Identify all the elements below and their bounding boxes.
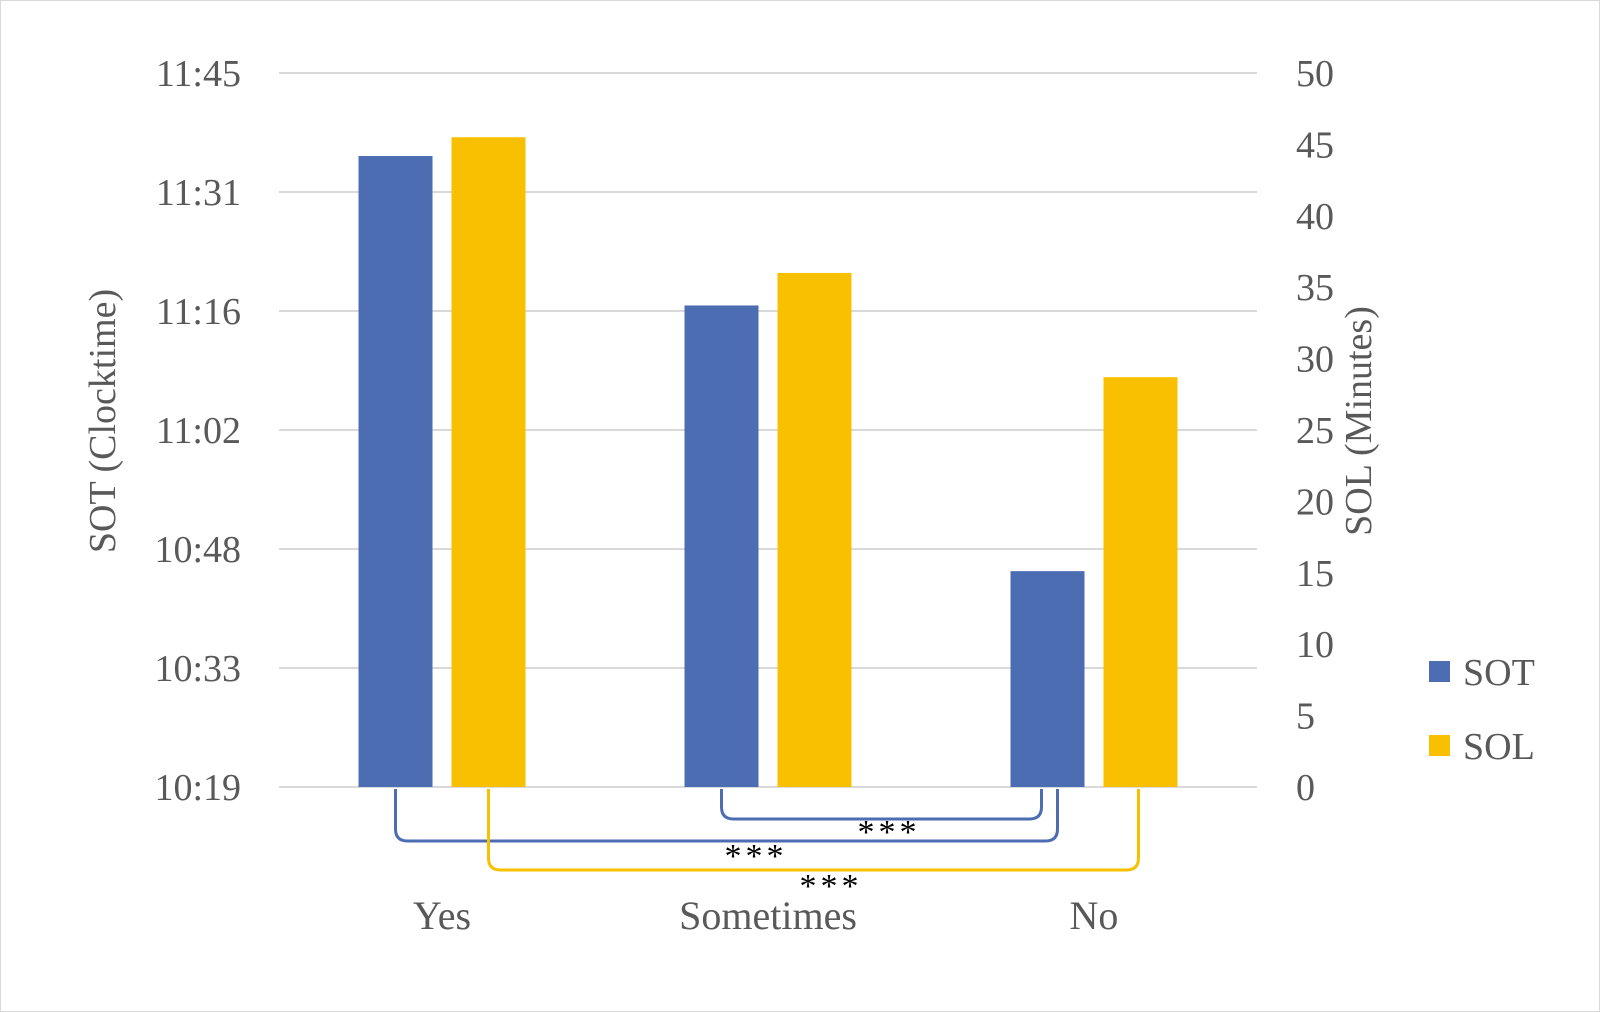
category-label: Yes xyxy=(413,893,471,938)
legend-label-sot: SOT xyxy=(1463,652,1535,694)
bar-sol-sometimes xyxy=(777,272,852,787)
right-tick-label: 20 xyxy=(1296,481,1334,523)
right-tick-label: 30 xyxy=(1296,339,1334,381)
right-tick-label: 50 xyxy=(1296,53,1334,95)
legend-swatch-sot xyxy=(1429,661,1450,682)
bars xyxy=(358,137,1178,787)
category-label: Sometimes xyxy=(679,893,857,938)
left-tick-label: 10:33 xyxy=(154,648,241,690)
legend-label-sol: SOL xyxy=(1463,726,1535,768)
left-axis-title: SOT (Clocktime) xyxy=(82,289,124,553)
left-tick-label: 10:48 xyxy=(154,529,241,571)
right-tick-label: 5 xyxy=(1296,696,1315,738)
bar-sot-yes xyxy=(358,156,433,787)
legend: SOT SOL xyxy=(1429,652,1535,768)
gridlines xyxy=(279,72,1257,788)
bracket-sot xyxy=(394,789,1059,843)
left-tick-label: 10:19 xyxy=(154,767,241,809)
bar-sot-sometimes xyxy=(684,305,759,787)
significance-label: *** xyxy=(858,814,921,851)
category-labels: Yes Sometimes No xyxy=(413,893,1119,938)
bracket-sot xyxy=(720,789,1043,821)
category-label: No xyxy=(1070,893,1119,938)
left-tick-label: 11:16 xyxy=(156,291,241,333)
legend-swatch-sol xyxy=(1429,735,1450,756)
right-tick-label: 15 xyxy=(1296,553,1334,595)
right-tick-label: 10 xyxy=(1296,624,1334,666)
bar-sot-no xyxy=(1010,571,1085,787)
bar-sol-yes xyxy=(451,137,526,787)
right-axis-title: SOL (Minutes) xyxy=(1338,306,1380,536)
left-tick-label: 11:45 xyxy=(156,53,241,95)
left-axis-ticks: 10:19 10:33 10:48 11:02 11:16 11:31 11:45 xyxy=(154,53,241,809)
bar-sol-no xyxy=(1103,377,1178,787)
right-tick-label: 40 xyxy=(1296,196,1334,238)
right-tick-label: 0 xyxy=(1296,767,1315,809)
left-tick-label: 11:02 xyxy=(156,410,241,452)
bracket-sol xyxy=(487,789,1140,872)
significance-brackets: ********* xyxy=(394,789,1140,905)
significance-label: *** xyxy=(800,868,863,905)
left-tick-label: 11:31 xyxy=(156,172,241,214)
right-tick-label: 25 xyxy=(1296,410,1334,452)
right-tick-label: 45 xyxy=(1296,124,1334,166)
right-axis-ticks: 0 5 10 15 20 25 30 35 40 45 50 xyxy=(1296,53,1334,809)
right-tick-label: 35 xyxy=(1296,267,1334,309)
